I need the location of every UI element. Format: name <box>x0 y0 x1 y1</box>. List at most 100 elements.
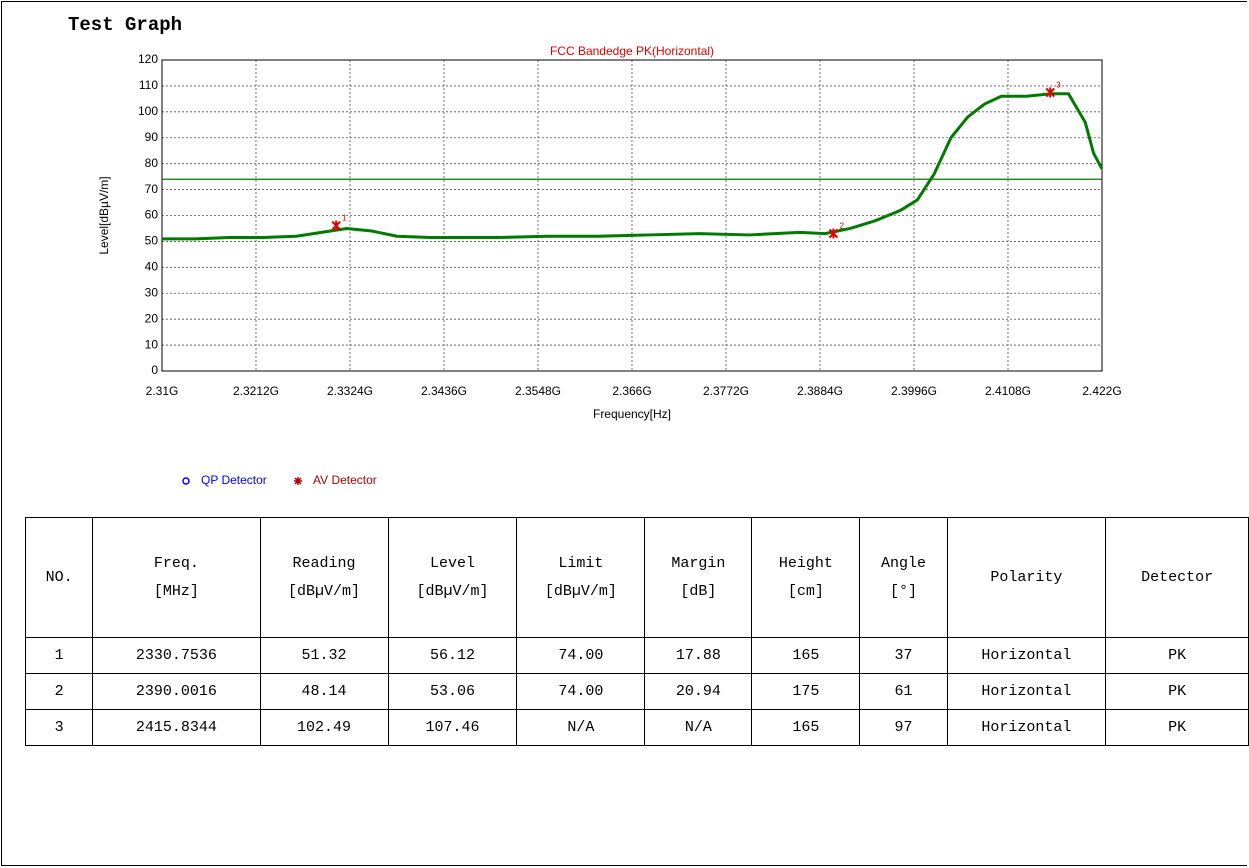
y-tick-label: 50 <box>145 234 159 248</box>
header-text: [MHz] <box>153 582 199 600</box>
header-cell: Freq. [MHz] <box>92 517 261 638</box>
x-tick-label: 2.3884G <box>797 384 843 398</box>
header-text: [dBµV/m] <box>288 582 361 600</box>
legend-label: AV Detector <box>313 473 377 487</box>
chart: FCC Bandedge PK(Horizontal) Frequency[Hz]… <box>97 44 1122 487</box>
marker <box>828 228 839 239</box>
table-cell: 3 <box>24 709 94 746</box>
legend-label: QP Detector <box>201 473 267 487</box>
table-cell: Horizontal <box>946 637 1107 674</box>
table-cell: PK <box>1105 673 1249 710</box>
table-cell: 102.49 <box>259 709 389 746</box>
table-row: 1 2330.7536 51.32 56.12 74.00 17.88 165 37 Horiz… <box>24 637 1249 674</box>
marker-label: 1 <box>342 214 347 223</box>
x-tick-label: 2.31G <box>146 384 179 398</box>
header-cell: NO. <box>24 517 94 638</box>
y-tick-label: 60 <box>145 208 159 222</box>
header-text: Freq. <box>153 554 199 572</box>
table-cell: 53.06 <box>387 673 518 710</box>
table-cell: 97 <box>859 709 948 746</box>
table-cell: 175 <box>751 673 861 710</box>
header-text: NO. <box>45 568 73 586</box>
header-text: Margin <box>671 554 726 572</box>
header-cell: Height [cm] <box>751 517 861 638</box>
x-tick-label: 2.4108G <box>985 384 1031 398</box>
table-cell: Horizontal <box>946 709 1107 746</box>
x-tick-label: 2.3212G <box>233 384 279 398</box>
table-cell: 51.32 <box>259 637 389 674</box>
y-axis-label: Level[dBµV/m] <box>97 176 111 254</box>
y-tick-label: 40 <box>145 260 159 274</box>
header-cell: Reading [dBµV/m] <box>259 517 389 638</box>
y-tick-label: 0 <box>151 363 158 377</box>
result-table: NO. Freq. [MHz] Reading [dBµV/m] Level [dBµV/m… <box>24 517 1249 746</box>
table-cell: 2 <box>24 673 94 710</box>
table-cell: 2415.8344 <box>92 709 261 746</box>
table-row: 2 2390.0016 48.14 53.06 74.00 20.94 175 61 Horiz… <box>24 673 1249 710</box>
x-tick-label: 2.3996G <box>891 384 937 398</box>
chart-title: FCC Bandedge PK(Horizontal) <box>550 44 714 58</box>
header-cell: Level [dBµV/m] <box>387 517 518 638</box>
doc-title: Test Graph <box>68 14 183 36</box>
header-text: [°] <box>889 582 917 600</box>
x-axis-label: Frequency[Hz] <box>593 407 671 421</box>
table-body: 1 2330.7536 51.32 56.12 74.00 17.88 165 37 Horiz… <box>24 637 1249 746</box>
x-tick-label: 2.422G <box>1082 384 1121 398</box>
marker <box>1045 87 1055 98</box>
y-tick-label: 10 <box>145 337 159 351</box>
table-cell: 74.00 <box>516 673 646 710</box>
header-cell: Limit [dBµV/m] <box>516 517 646 638</box>
y-tick-label: 20 <box>145 311 159 325</box>
header-text: Height <box>778 554 833 572</box>
header-text: [cm] <box>787 582 824 600</box>
header-row: NO. Freq. [MHz] Reading [dBµV/m] Level [dBµV/m… <box>24 517 1249 638</box>
header-text: Polarity <box>990 568 1063 586</box>
header-text: Limit <box>558 554 604 572</box>
y-tick-label: 80 <box>145 156 159 170</box>
y-tick-label: 120 <box>138 52 158 66</box>
table-cell: PK <box>1105 709 1249 746</box>
header-text: [dBµV/m] <box>416 582 489 600</box>
table-cell: 2330.7536 <box>92 637 261 674</box>
table-cell: 74.00 <box>516 637 646 674</box>
table-cell: N/A <box>644 709 753 746</box>
table-cell: 48.14 <box>259 673 389 710</box>
table-row: 3 2415.8344 102.49 107.46 N/A N/A 165 97 Horizon… <box>24 709 1249 746</box>
table-cell: 17.88 <box>644 637 753 674</box>
y-tick-label: 90 <box>145 130 159 144</box>
header-text: Reading <box>292 554 356 572</box>
y-tick-label: 100 <box>138 104 158 118</box>
y-tick-label: 30 <box>145 285 159 299</box>
header-text: Level <box>429 554 475 572</box>
y-tick-label: 70 <box>145 182 159 196</box>
header-text: Angle <box>880 554 926 572</box>
table-cell: 56.12 <box>387 637 518 674</box>
table-cell: 165 <box>751 709 861 746</box>
header-text: [dBµV/m] <box>544 582 617 600</box>
table-cell: 1 <box>24 637 94 674</box>
y-tick-label: 110 <box>139 78 158 92</box>
marker <box>331 220 341 231</box>
header-text: [dB] <box>680 582 717 600</box>
table-cell: 20.94 <box>644 673 753 710</box>
table-cell: Horizontal <box>946 673 1107 710</box>
x-tick-label: 2.3324G <box>327 384 373 398</box>
x-tick-label: 2.3772G <box>703 384 749 398</box>
table-cell: PK <box>1105 637 1249 674</box>
header-text: Detector <box>1141 568 1214 586</box>
legend-symbol <box>182 477 190 485</box>
table-cell: 2390.0016 <box>92 673 261 710</box>
header-cell: Margin [dB] <box>644 517 753 638</box>
table-cell: 37 <box>859 637 948 674</box>
table-cell: 61 <box>859 673 948 710</box>
table-cell: 165 <box>751 637 861 674</box>
marker-label: 3 <box>1056 81 1061 90</box>
plot-frame <box>161 59 1103 372</box>
legend-symbol <box>294 477 302 485</box>
table-cell: 107.46 <box>387 709 518 746</box>
table-cell: N/A <box>516 709 646 746</box>
x-tick-label: 2.3548G <box>515 384 561 398</box>
header-cell: Angle [°] <box>859 517 948 638</box>
x-tick-label: 2.366G <box>612 384 651 398</box>
